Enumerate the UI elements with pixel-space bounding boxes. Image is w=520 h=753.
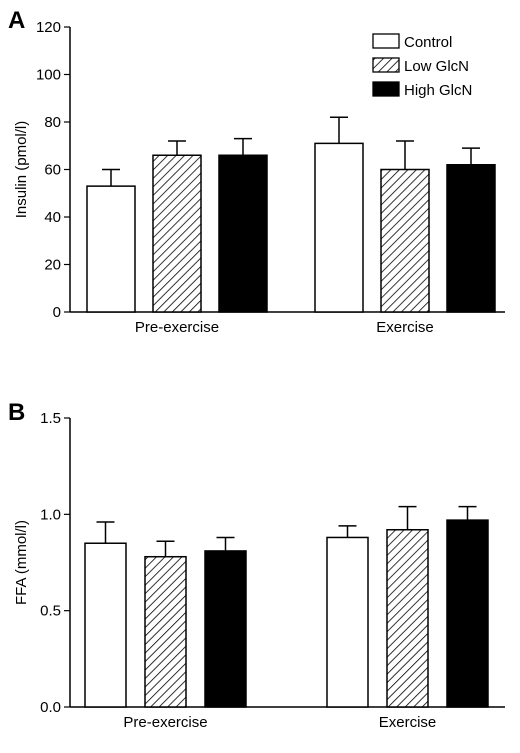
bar [380, 168, 430, 313]
y-tick-label: 120 [36, 19, 61, 36]
bar [204, 550, 247, 708]
y-tick-label: 20 [44, 257, 61, 274]
panel-b: B 0.0 0.5 1.0 1.5 FFA (mmol/l) Pre-exercise Exe… [8, 399, 505, 731]
y-tick-label: 40 [44, 209, 61, 226]
bar [446, 519, 489, 708]
x-tick-label: Pre-exercise [123, 714, 207, 731]
bar [86, 185, 136, 313]
panel-a: A 0 20 40 60 80 100 120 Insulin (pmol/l) Pre-exer… [8, 7, 505, 336]
legend-label: High GlcN [404, 82, 472, 99]
y-tick-label: 60 [44, 162, 61, 179]
y-tick-label: 100 [36, 67, 61, 84]
legend-swatch [372, 57, 400, 73]
panel-label: B [8, 399, 25, 426]
y-tick-label: 0 [53, 304, 61, 321]
y-axis-title: FFA (mmol/l) [13, 520, 30, 605]
bar [144, 555, 187, 708]
y-axis-title: Insulin (pmol/l) [13, 121, 30, 219]
bar [326, 536, 369, 708]
bar [218, 154, 268, 313]
x-tick-label: Exercise [379, 714, 437, 731]
x-tick-label: Exercise [376, 319, 434, 336]
y-tick-label: 0.5 [40, 603, 61, 620]
y-tick-label: 1.0 [40, 506, 61, 523]
panel-label: A [8, 7, 25, 34]
y-tick-label: 80 [44, 114, 61, 131]
bar [152, 154, 202, 313]
legend-label: Low GlcN [404, 58, 469, 75]
bar [446, 164, 496, 313]
y-tick-label: 0.0 [40, 699, 61, 716]
legend-swatch [372, 33, 400, 49]
legend-swatch [372, 81, 400, 97]
bar [386, 528, 429, 708]
y-tick-label: 1.5 [40, 410, 61, 427]
bar [84, 542, 127, 708]
legend-label: Control [404, 34, 452, 51]
bar [314, 142, 364, 313]
x-tick-label: Pre-exercise [135, 319, 219, 336]
